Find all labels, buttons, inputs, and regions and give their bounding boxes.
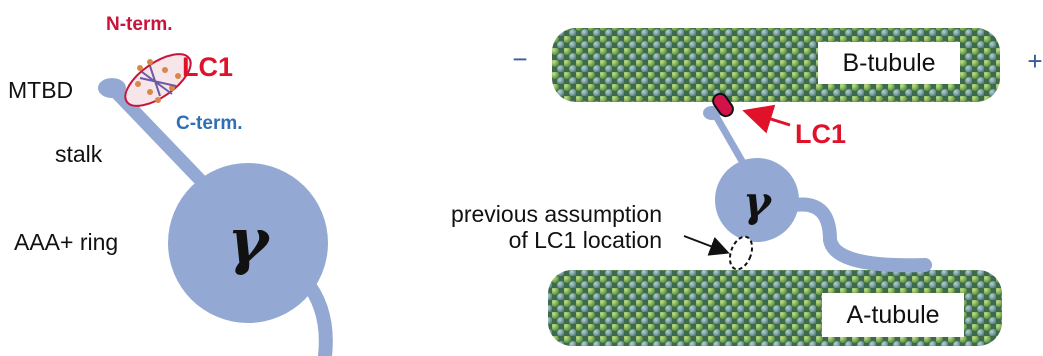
- right-panel: B-tubule A-tubule − + γ LC1 previous ass…: [451, 28, 1043, 346]
- gamma-symbol: γ: [743, 177, 773, 226]
- tail: [795, 204, 925, 265]
- mtbd-blob: [98, 78, 126, 98]
- n-term-label: N-term.: [106, 14, 173, 35]
- annotation-arrow: [684, 236, 726, 252]
- lc1-label: LC1: [182, 52, 233, 82]
- gamma-symbol: γ: [228, 204, 272, 277]
- diagram: N-term. LC1 MTBD C-term. stalk AAA+ ring…: [0, 0, 1043, 356]
- lc1-label: LC1: [795, 119, 846, 149]
- mtbd-label: MTBD: [8, 77, 73, 103]
- aaa-ring-label: AAA+ ring: [14, 229, 118, 255]
- annotation-line: of LC1 location: [509, 227, 662, 253]
- annotation-line: previous assumption: [451, 201, 662, 227]
- a-tubule-label: A-tubule: [846, 301, 939, 329]
- plus-end-label: +: [1027, 46, 1042, 76]
- stalk-label: stalk: [55, 141, 103, 167]
- page: N-term. LC1 MTBD C-term. stalk AAA+ ring…: [0, 0, 1043, 356]
- left-panel: N-term. LC1 MTBD C-term. stalk AAA+ ring…: [8, 14, 328, 356]
- minus-end-label: −: [512, 44, 527, 74]
- lc1-arrow: [748, 112, 790, 125]
- b-tubule-label: B-tubule: [842, 49, 935, 77]
- c-term-label: C-term.: [176, 113, 243, 134]
